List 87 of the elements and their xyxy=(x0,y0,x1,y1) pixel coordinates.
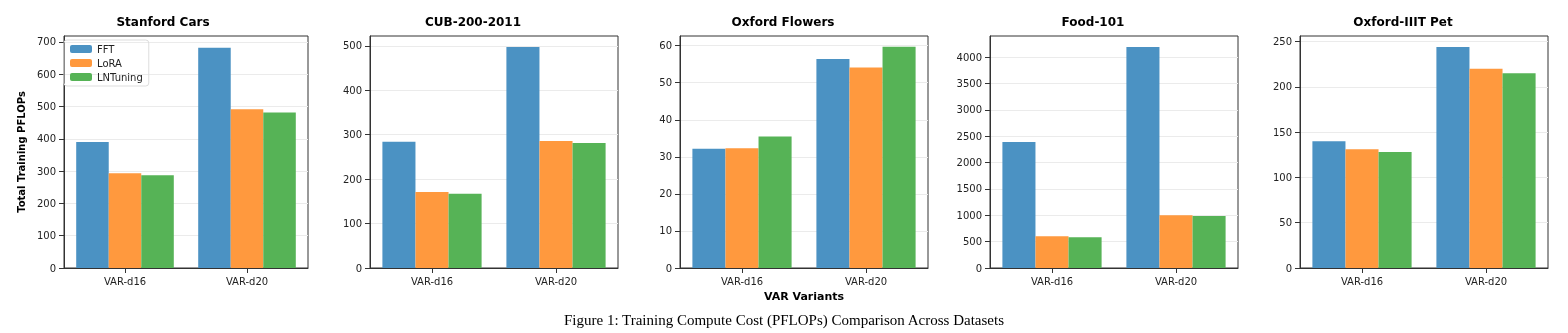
y-tick-label: 300 xyxy=(36,165,56,177)
y-tick-label: 60 xyxy=(659,40,672,52)
y-tick-label: 500 xyxy=(962,236,982,248)
y-tick-label: 0 xyxy=(665,262,672,274)
bar xyxy=(1192,216,1226,268)
bar xyxy=(1436,46,1470,268)
legend-label: FFT xyxy=(97,43,116,55)
y-tick-label: 200 xyxy=(36,197,56,209)
bar xyxy=(1126,47,1160,268)
legend-label: LoRA xyxy=(97,57,123,69)
bar xyxy=(816,58,850,268)
bar xyxy=(725,148,759,268)
bar xyxy=(1035,236,1069,268)
y-tick-label: 1000 xyxy=(956,209,982,221)
y-tick-label: 400 xyxy=(36,133,56,145)
bar xyxy=(692,148,726,268)
x-tick-label: VAR-d16 xyxy=(720,275,764,287)
y-tick-label: 2000 xyxy=(956,157,982,169)
bar xyxy=(882,46,916,268)
y-tick-label: 150 xyxy=(1272,126,1292,138)
y-tick-label: 0 xyxy=(1285,262,1292,274)
bar xyxy=(1469,68,1503,268)
bar xyxy=(108,173,142,268)
bar xyxy=(1312,141,1346,268)
bar xyxy=(1002,141,1036,268)
y-tick-label: 0 xyxy=(355,262,362,274)
chart-title: Food-101 xyxy=(1061,15,1125,29)
bar xyxy=(506,47,540,268)
x-tick-label: VAR-d16 xyxy=(410,275,454,287)
y-tick-label: 100 xyxy=(36,230,56,242)
x-tick-label: VAR-d16 xyxy=(1340,275,1384,287)
legend-label: LNTuning xyxy=(97,71,143,83)
y-tick-label: 700 xyxy=(36,36,56,48)
bar xyxy=(1159,215,1193,268)
bar xyxy=(539,140,573,268)
bar xyxy=(448,193,482,268)
chart-title: Oxford-IIIT Pet xyxy=(1353,15,1453,29)
y-tick-label: 0 xyxy=(49,262,56,274)
bar xyxy=(1378,152,1412,268)
y-tick-label: 0 xyxy=(975,262,982,274)
x-axis-title: VAR Variants xyxy=(763,289,845,303)
y-tick-label: 3500 xyxy=(956,77,982,89)
y-tick-label: 250 xyxy=(1272,35,1292,47)
caption: Figure 1: Training Compute Cost (PFLOPs) Comparison Across Datasets xyxy=(563,311,1005,330)
y-tick-label: 300 xyxy=(342,129,362,141)
y-tick-label: 4000 xyxy=(956,51,982,63)
y-tick-label: 600 xyxy=(36,68,56,80)
bar xyxy=(382,141,416,268)
y-tick-label: 400 xyxy=(342,84,362,96)
x-tick-label: VAR-d16 xyxy=(103,275,147,287)
x-tick-label: VAR-d20 xyxy=(844,275,888,287)
bar xyxy=(1502,73,1536,268)
y-tick-label: 30 xyxy=(659,151,672,163)
bar xyxy=(263,112,296,268)
y-tick-label: 20 xyxy=(659,188,672,200)
y-tick-label: 100 xyxy=(342,218,362,230)
y-tick-label: 50 xyxy=(659,77,672,89)
y-tick-label: 10 xyxy=(659,225,672,237)
y-tick-label: 2500 xyxy=(956,130,982,142)
bar xyxy=(230,109,264,268)
y-tick-label: 200 xyxy=(342,173,362,185)
x-tick-label: VAR-d16 xyxy=(1030,275,1074,287)
bar xyxy=(572,143,606,268)
y-tick-label: 200 xyxy=(1272,81,1292,93)
y-tick-label: 50 xyxy=(1279,217,1292,229)
y-tick-label: 3000 xyxy=(956,104,982,116)
x-tick-label: VAR-d20 xyxy=(1464,275,1508,287)
bar xyxy=(849,67,883,268)
y-tick-label: 500 xyxy=(342,40,362,52)
bar xyxy=(758,136,792,268)
y-tick-label: 100 xyxy=(1272,171,1292,183)
chart-title: CUB-200-2011 xyxy=(424,15,522,29)
bar xyxy=(415,192,449,268)
y-tick-label: 500 xyxy=(36,100,56,112)
x-tick-label: VAR-d20 xyxy=(225,275,269,287)
chart-title: Oxford Flowers xyxy=(731,15,835,29)
x-tick-label: VAR-d20 xyxy=(534,275,578,287)
bar xyxy=(141,175,174,268)
y-axis-title: Total Training PFLOPs xyxy=(15,91,27,213)
bar xyxy=(1068,237,1102,268)
chart-title: Stanford Cars xyxy=(116,15,210,29)
bar xyxy=(1345,149,1379,268)
y-tick-label: 1500 xyxy=(956,183,982,195)
x-tick-label: VAR-d20 xyxy=(1154,275,1198,287)
bar xyxy=(76,141,109,268)
bar xyxy=(198,47,231,268)
y-tick-label: 40 xyxy=(659,114,672,126)
